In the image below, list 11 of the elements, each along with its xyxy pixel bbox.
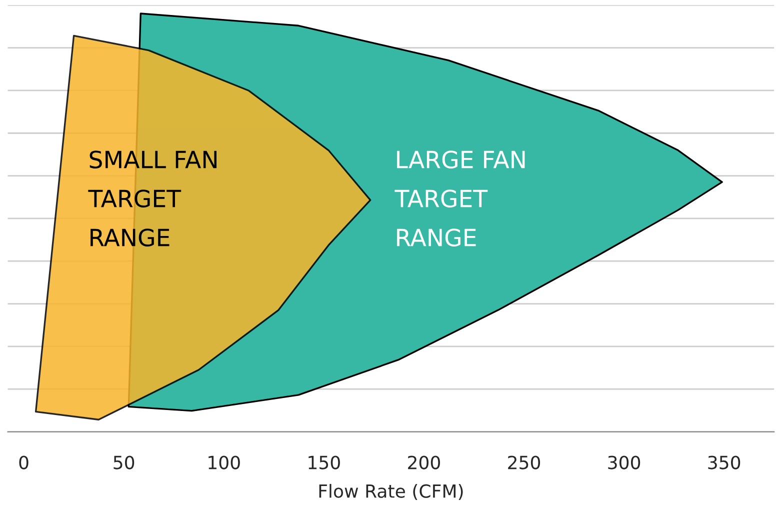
x-tick-label: 300 xyxy=(608,456,640,470)
x-tick-label: 350 xyxy=(708,456,740,470)
x-axis-title: Flow Rate (CFM) xyxy=(319,484,463,500)
x-tick-label: 250 xyxy=(508,456,540,470)
x-tick-label: 0 xyxy=(19,456,28,470)
x-tick-label: 200 xyxy=(408,456,440,470)
x-tick-label: 50 xyxy=(114,456,134,470)
x-tick-label: 150 xyxy=(308,456,340,470)
annotation: LARGE FAN TARGET RANGE xyxy=(394,150,525,246)
annotation: SMALL FAN TARGET RANGE xyxy=(88,150,216,246)
x-tick-label: 100 xyxy=(208,456,240,470)
